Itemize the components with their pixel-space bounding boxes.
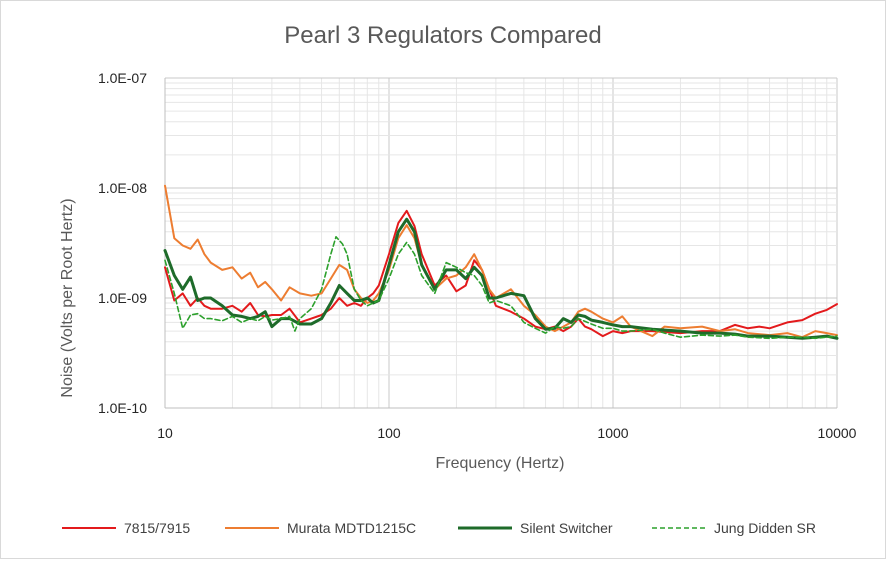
series-line bbox=[164, 184, 838, 339]
series-line bbox=[164, 236, 838, 340]
x-tick-label: 10000 bbox=[818, 425, 857, 441]
chart-title: Pearl 3 Regulators Compared bbox=[284, 22, 602, 49]
x-tick-label: 1000 bbox=[597, 425, 628, 441]
legend-label: Silent Switcher bbox=[520, 520, 613, 536]
y-axis-title: Noise (Volts per Root Hertz) bbox=[59, 198, 76, 397]
series-line bbox=[163, 217, 839, 340]
y-tick-label: 1.0E-08 bbox=[98, 180, 147, 196]
legend-label: Jung Didden SR bbox=[714, 520, 816, 536]
plot-series bbox=[163, 184, 839, 340]
x-axis-title: Frequency (Hertz) bbox=[436, 455, 565, 472]
x-tick-label: 100 bbox=[377, 425, 401, 441]
legend-label: 7815/7915 bbox=[124, 520, 190, 536]
grid bbox=[164, 77, 838, 409]
legend-label: Murata MDTD1215C bbox=[287, 520, 416, 536]
y-tick-label: 1.0E-09 bbox=[98, 290, 147, 306]
y-tick-label: 1.0E-07 bbox=[98, 70, 147, 86]
y-tick-label: 1.0E-10 bbox=[98, 400, 147, 416]
x-tick-label: 10 bbox=[157, 425, 173, 441]
axes: 10 100 1000 10000 1.0E-10 1.0E-09 1.0E-08 1.0E-… bbox=[98, 70, 857, 441]
legend: 7815/7915 Murata MDTD1215C Silent Switcher… bbox=[62, 520, 816, 536]
